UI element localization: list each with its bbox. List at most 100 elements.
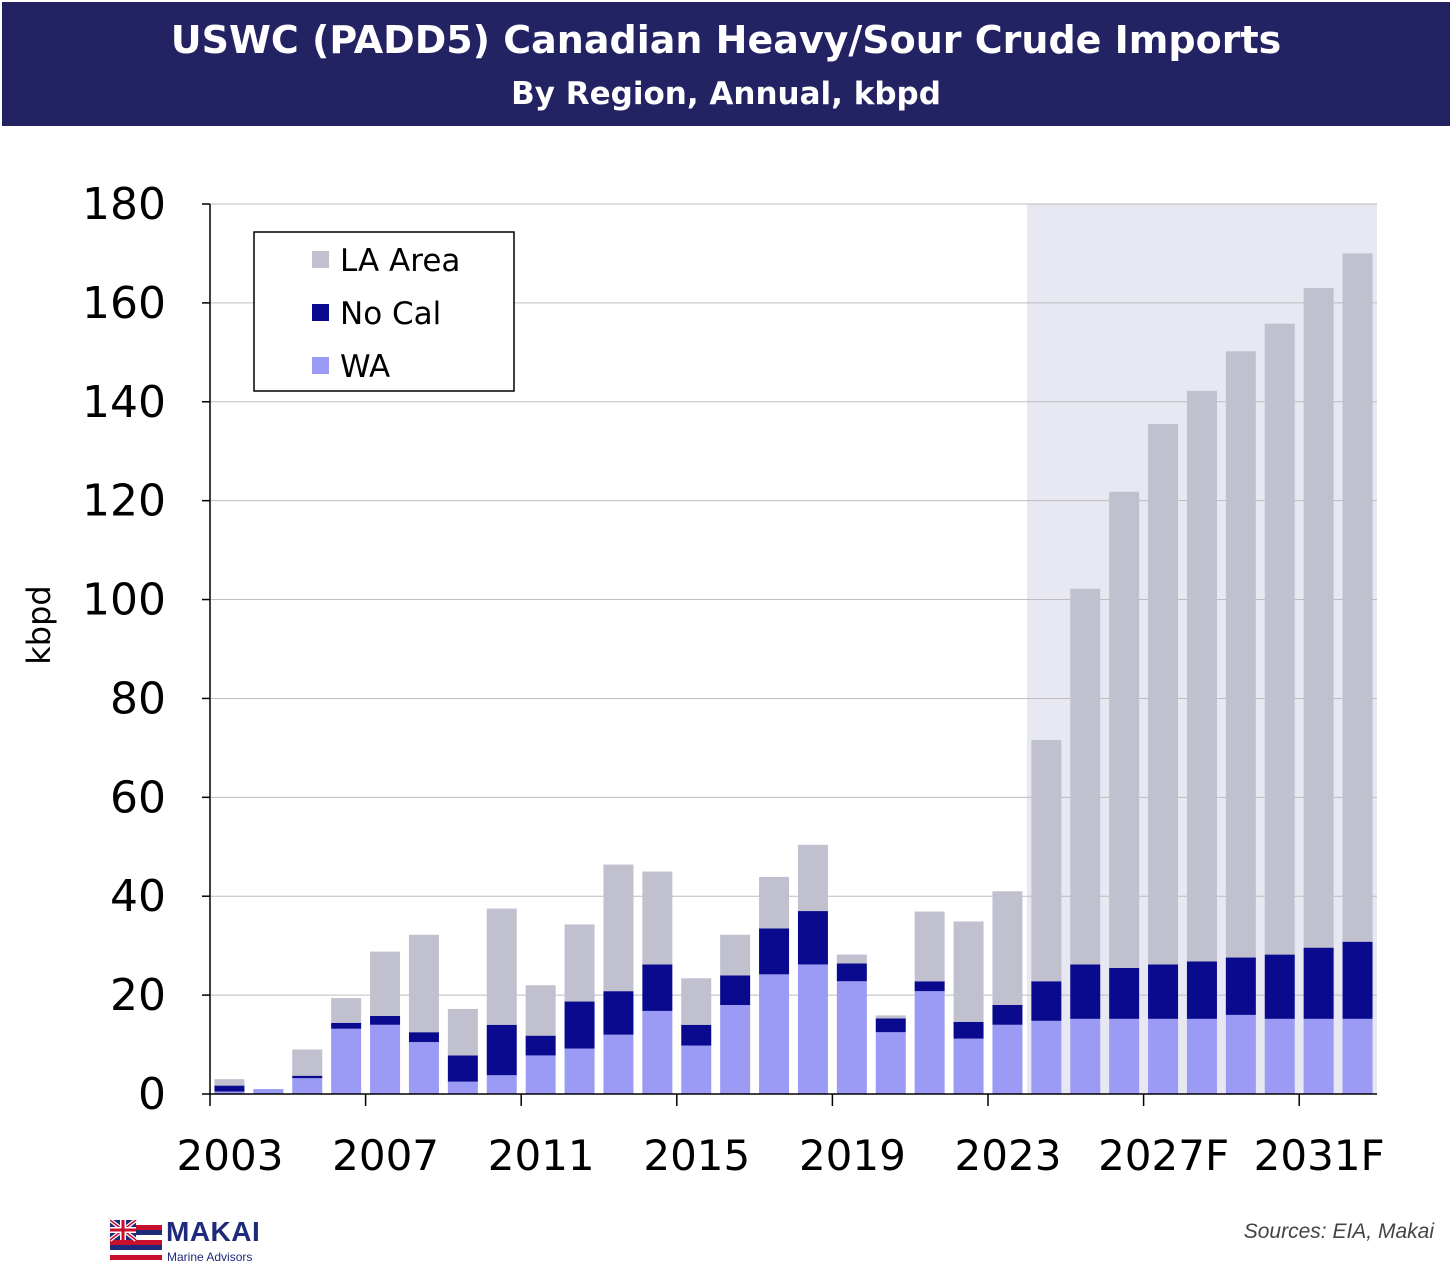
bar-wa-2020	[875, 1032, 906, 1094]
bar-wa-2016	[720, 1005, 751, 1094]
bar-wa-2019	[836, 981, 867, 1094]
bar-no-cal-2013	[603, 991, 634, 1035]
x-tick-label: 2027F	[1098, 1131, 1229, 1180]
bar-no-cal-2031F	[1303, 947, 1334, 1019]
bar-la-area-2008	[408, 934, 439, 1033]
x-tick-label: 2019	[799, 1131, 906, 1180]
bar-wa-2003	[214, 1091, 245, 1094]
chart-title: USWC (PADD5) Canadian Heavy/Sour Crude I…	[170, 18, 1282, 62]
bar-no-cal-2029	[1225, 957, 1256, 1015]
bar-no-cal-2027F	[1148, 964, 1179, 1019]
bar-la-area-2020	[875, 1015, 906, 1019]
x-tick-label: 2023	[955, 1131, 1062, 1180]
y-tick-label: 120	[82, 476, 166, 527]
bar-wa-2031F	[1303, 1018, 1334, 1094]
bar-la-area-2028	[1186, 390, 1217, 962]
bar-wa-2024	[1031, 1020, 1062, 1094]
legend-label: LA Area	[340, 243, 460, 279]
y-tick-label: 20	[110, 970, 166, 1021]
bar-no-cal-2025	[1070, 964, 1101, 1019]
title-bar: USWC (PADD5) Canadian Heavy/Sour Crude I…	[0, 0, 1452, 128]
bar-no-cal-2008	[408, 1032, 439, 1043]
bar-la-area-2023	[992, 891, 1023, 1005]
bar-no-cal-2022	[953, 1021, 984, 1039]
bar-wa-2015	[681, 1045, 712, 1094]
bar-la-area-2024	[1031, 739, 1062, 982]
bar-wa-2010	[486, 1075, 517, 1094]
y-tick-label: 80	[110, 673, 166, 724]
y-tick-label: 140	[82, 377, 166, 428]
legend-swatch	[312, 357, 329, 374]
bar-no-cal-2032	[1342, 941, 1373, 1019]
bar-la-area-2019	[836, 954, 867, 964]
bar-no-cal-2024	[1031, 981, 1062, 1021]
bar-no-cal-2018	[797, 911, 828, 965]
bar-la-area-2014	[642, 871, 673, 965]
x-tick-label: 2031F	[1254, 1131, 1385, 1180]
bar-wa-2014	[642, 1010, 673, 1094]
bar-la-area-2012	[564, 924, 595, 1002]
y-tick-label: 60	[110, 772, 166, 823]
y-tick-label: 160	[82, 278, 166, 329]
legend-label: WA	[340, 349, 390, 385]
bar-la-area-2009	[447, 1008, 478, 1056]
bar-no-cal-2006	[331, 1022, 362, 1029]
bar-la-area-2027F	[1148, 424, 1179, 965]
bar-wa-2022	[953, 1038, 984, 1094]
bar-no-cal-2030	[1264, 954, 1295, 1019]
y-tick-label: 180	[82, 179, 166, 230]
bar-no-cal-2021	[914, 981, 945, 992]
bar-no-cal-2017	[759, 928, 790, 975]
sources-note: Sources: EIA, Makai	[1243, 1220, 1434, 1243]
flag-icon	[108, 1218, 162, 1260]
bar-no-cal-2010	[486, 1024, 517, 1076]
bar-la-area-2022	[953, 921, 984, 1022]
legend-box	[253, 231, 515, 392]
bar-la-area-2030	[1264, 323, 1295, 955]
legend-swatch	[312, 304, 329, 321]
bar-wa-2005	[292, 1078, 323, 1094]
bar-la-area-2003	[214, 1079, 245, 1086]
bar-wa-2018	[797, 964, 828, 1094]
bar-la-area-2011	[525, 985, 556, 1036]
bar-wa-2030	[1264, 1018, 1295, 1094]
makai-logo: MAKAI Marine Advisors	[108, 1216, 280, 1264]
bar-no-cal-2012	[564, 1001, 595, 1049]
bar-wa-2028	[1186, 1018, 1217, 1094]
bar-wa-2025	[1070, 1018, 1101, 1094]
bar-no-cal-2011	[525, 1035, 556, 1056]
bar-la-area-2025	[1070, 588, 1101, 965]
legend-swatch	[312, 251, 329, 268]
bar-no-cal-2023	[992, 1005, 1023, 1025]
bar-no-cal-2003	[214, 1085, 245, 1092]
bar-wa-2012	[564, 1048, 595, 1094]
bar-no-cal-2007	[370, 1015, 401, 1025]
bar-wa-2027F	[1148, 1018, 1179, 1094]
logo-name: MAKAI	[166, 1216, 261, 1247]
bar-la-area-2016	[720, 934, 751, 976]
bar-la-area-2013	[603, 864, 634, 992]
bar-no-cal-2026	[1109, 967, 1140, 1019]
bar-la-area-2031F	[1303, 288, 1334, 948]
bar-la-area-2018	[797, 844, 828, 912]
y-tick-label: 100	[82, 575, 166, 626]
bar-no-cal-2019	[836, 963, 867, 982]
bar-no-cal-2009	[447, 1055, 478, 1082]
y-tick-label: 40	[110, 871, 166, 922]
bar-wa-2008	[408, 1042, 439, 1094]
bar-la-area-2021	[914, 911, 945, 982]
logo-tagline: Marine Advisors	[167, 1250, 253, 1264]
x-tick-label: 2011	[488, 1131, 595, 1180]
bar-la-area-2007	[370, 951, 401, 1016]
bar-la-area-2029	[1225, 351, 1256, 958]
bar-la-area-2005	[292, 1049, 323, 1076]
bar-no-cal-2015	[681, 1024, 712, 1046]
bar-no-cal-2016	[720, 975, 751, 1005]
bar-la-area-2006	[331, 998, 362, 1023]
bar-wa-2023	[992, 1024, 1023, 1094]
chart-subtitle: By Region, Annual, kbpd	[511, 76, 941, 112]
bar-wa-2017	[759, 974, 790, 1094]
bar-wa-2004	[253, 1089, 284, 1094]
bar-no-cal-2020	[875, 1018, 906, 1033]
